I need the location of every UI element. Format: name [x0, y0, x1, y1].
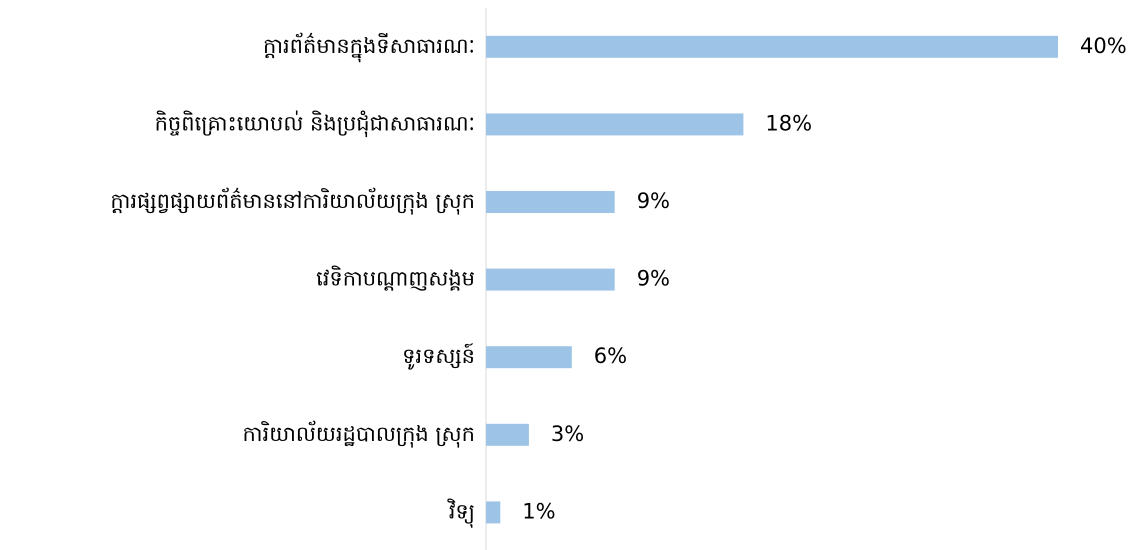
bar [486, 191, 615, 213]
bar [486, 501, 501, 524]
bar [486, 268, 615, 291]
bar [486, 346, 572, 369]
data-label: 18% [765, 111, 812, 135]
data-label: 40% [1080, 34, 1127, 58]
bar [486, 35, 1058, 58]
category-label: កិច្ចពិគ្រោះយោបល់ និងប្រជុំជាសាធារណៈ [155, 110, 475, 137]
category-label: ការិយាល័យរដ្ឋបាលក្រុង ស្រុក [243, 420, 475, 448]
bar [486, 423, 529, 446]
data-label: 3% [551, 422, 584, 446]
category-label: ទូរទស្សន៍ [402, 343, 475, 370]
category-label: វេទិកាបណ្តាញសង្គម [316, 266, 475, 292]
data-label: 1% [522, 499, 555, 523]
category-label: ក្តារផ្សព្វផ្សាយព័ត៌មាននៅការិយាល័យក្រុង … [110, 187, 475, 215]
data-label: 9% [637, 267, 670, 291]
bar [486, 113, 744, 136]
data-label: 6% [594, 344, 627, 368]
category-label: ក្តារព័ត៌មានក្នុងទីសាធារណៈ [263, 32, 475, 63]
data-label: 9% [637, 189, 670, 213]
category-label: វិទ្យុ [446, 498, 475, 528]
